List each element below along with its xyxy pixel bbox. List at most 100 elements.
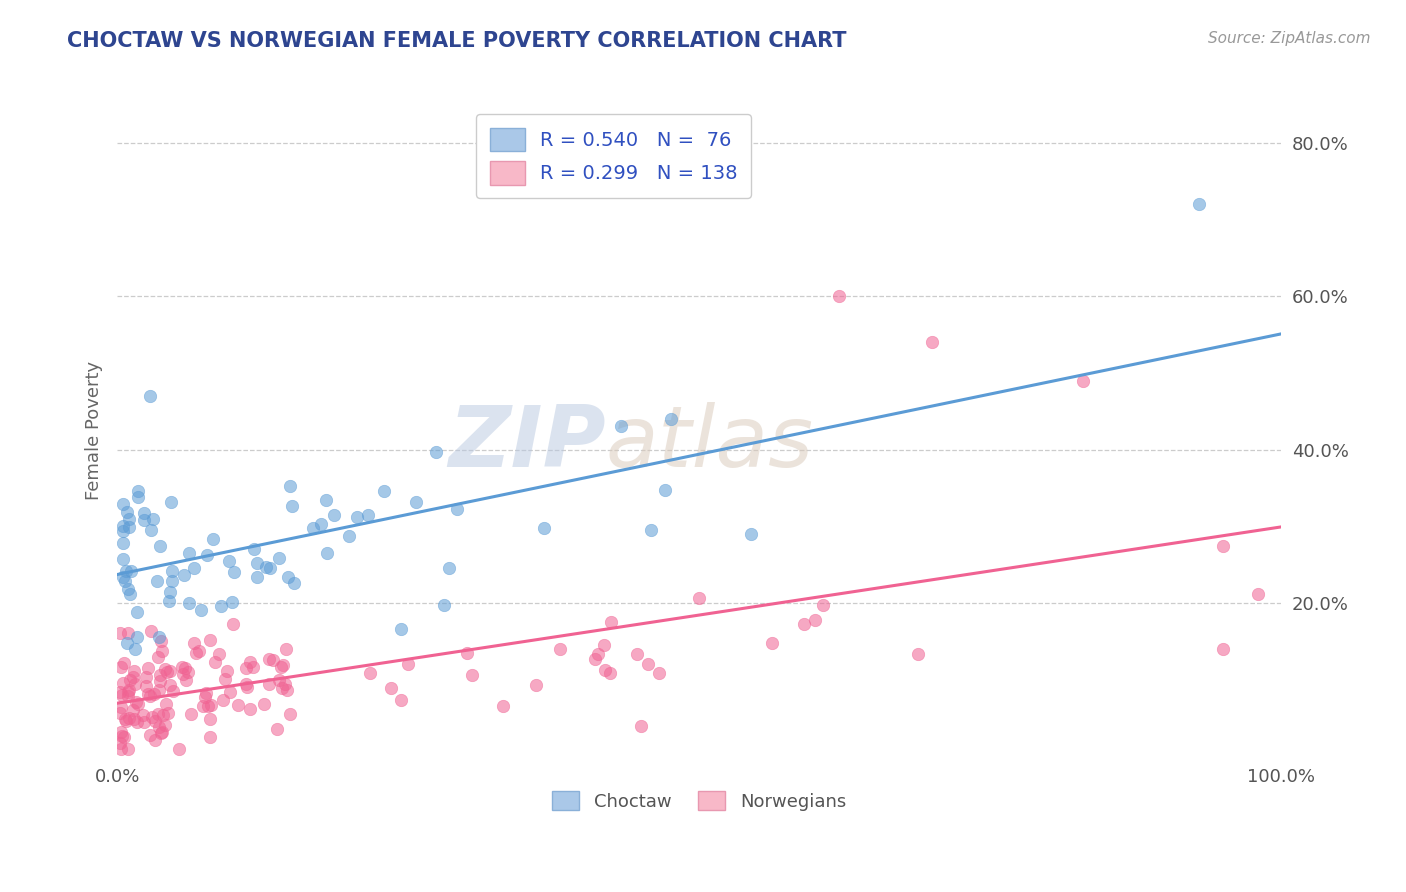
Point [135, 670, 157, 684]
Point [214, 672, 236, 686]
Point [267, 673, 290, 688]
Point [111, 497, 134, 511]
Point [127, 697, 149, 711]
Point [235, 661, 257, 675]
Point [160, 565, 183, 579]
Point [142, 511, 165, 525]
Point [143, 732, 166, 747]
Point [114, 574, 136, 588]
Point [1212, 540, 1234, 554]
Text: Source: ZipAtlas.com: Source: ZipAtlas.com [1208, 31, 1371, 46]
Point [110, 699, 132, 714]
Point [134, 513, 156, 527]
Point [170, 660, 193, 674]
Point [190, 603, 212, 617]
Point [138, 687, 160, 701]
Point [141, 624, 163, 638]
Point [257, 677, 280, 691]
Point [437, 560, 460, 574]
Point [132, 506, 155, 520]
Point [186, 646, 208, 660]
Point [380, 681, 402, 695]
Point [209, 599, 232, 613]
Point [153, 662, 176, 676]
Point [405, 494, 427, 508]
Point [159, 585, 181, 599]
Point [110, 688, 132, 702]
Point [524, 677, 547, 691]
Point [162, 683, 184, 698]
Point [176, 673, 198, 688]
Point [253, 698, 276, 712]
Point [132, 708, 155, 723]
Point [149, 539, 172, 553]
Point [583, 651, 606, 665]
Point [115, 564, 138, 578]
Point [373, 484, 395, 499]
Point [146, 649, 169, 664]
Point [239, 655, 262, 669]
Point [492, 698, 515, 713]
Point [127, 490, 149, 504]
Point [389, 692, 412, 706]
Point [118, 673, 141, 687]
Point [740, 527, 762, 541]
Point [215, 664, 238, 678]
Point [274, 677, 297, 691]
Point [197, 698, 219, 713]
Point [198, 712, 221, 726]
Point [688, 591, 710, 606]
Point [276, 642, 298, 657]
Point [122, 664, 145, 678]
Point [191, 698, 214, 713]
Point [761, 636, 783, 650]
Point [194, 690, 217, 705]
Point [637, 657, 659, 672]
Point [108, 706, 131, 720]
Text: CHOCTAW VS NORWEGIAN FEMALE POVERTY CORRELATION CHART: CHOCTAW VS NORWEGIAN FEMALE POVERTY CORR… [67, 31, 846, 51]
Point [139, 524, 162, 538]
Point [218, 685, 240, 699]
Point [309, 517, 332, 532]
Point [198, 730, 221, 744]
Point [108, 626, 131, 640]
Point [159, 678, 181, 692]
Point [118, 520, 141, 534]
Text: ZIP: ZIP [449, 402, 606, 485]
Point [122, 713, 145, 727]
Point [246, 570, 269, 584]
Point [654, 483, 676, 497]
Point [548, 642, 571, 657]
Point [254, 560, 277, 574]
Point [259, 652, 281, 666]
Point [266, 722, 288, 736]
Point [813, 599, 835, 613]
Point [195, 686, 218, 700]
Point [136, 661, 159, 675]
Point [117, 685, 139, 699]
Point [153, 718, 176, 732]
Point [315, 546, 337, 560]
Point [204, 656, 226, 670]
Point [183, 636, 205, 650]
Point [124, 642, 146, 657]
Point [111, 729, 134, 743]
Point [211, 692, 233, 706]
Point [111, 536, 134, 550]
Point [659, 412, 682, 426]
Point [174, 661, 197, 675]
Point [346, 510, 368, 524]
Point [276, 682, 298, 697]
Point [389, 622, 412, 636]
Point [586, 647, 609, 661]
Point [235, 681, 257, 695]
Point [278, 706, 301, 721]
Point [793, 617, 815, 632]
Point [180, 707, 202, 722]
Point [112, 656, 135, 670]
Point [271, 681, 294, 695]
Point [425, 445, 447, 459]
Point [114, 712, 136, 726]
Point [283, 576, 305, 591]
Point [112, 730, 135, 744]
